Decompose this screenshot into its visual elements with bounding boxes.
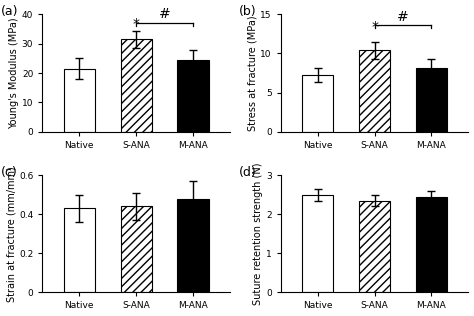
Bar — [416, 197, 447, 292]
Y-axis label: Young's Modulus (MPa): Young's Modulus (MPa) — [9, 17, 19, 129]
Text: (b): (b) — [239, 5, 257, 18]
Bar — [64, 69, 95, 132]
Bar — [120, 206, 152, 292]
Y-axis label: Stress at fracture (MPa): Stress at fracture (MPa) — [247, 15, 257, 131]
Bar — [359, 50, 390, 132]
Text: #: # — [397, 10, 409, 24]
Bar — [302, 195, 333, 292]
Bar — [177, 199, 209, 292]
Text: (a): (a) — [1, 5, 18, 18]
Text: (c): (c) — [1, 166, 18, 179]
Bar — [120, 39, 152, 132]
Text: *: * — [133, 17, 140, 31]
Y-axis label: Strain at fracture (mm/mm): Strain at fracture (mm/mm) — [6, 166, 16, 302]
Text: #: # — [159, 8, 171, 21]
Bar — [359, 201, 390, 292]
Bar — [302, 75, 333, 132]
Text: (d): (d) — [239, 166, 257, 179]
Y-axis label: Suture retention strength (N): Suture retention strength (N) — [253, 162, 263, 305]
Bar — [177, 60, 209, 132]
Bar — [416, 68, 447, 132]
Text: *: * — [371, 20, 378, 34]
Bar — [64, 208, 95, 292]
